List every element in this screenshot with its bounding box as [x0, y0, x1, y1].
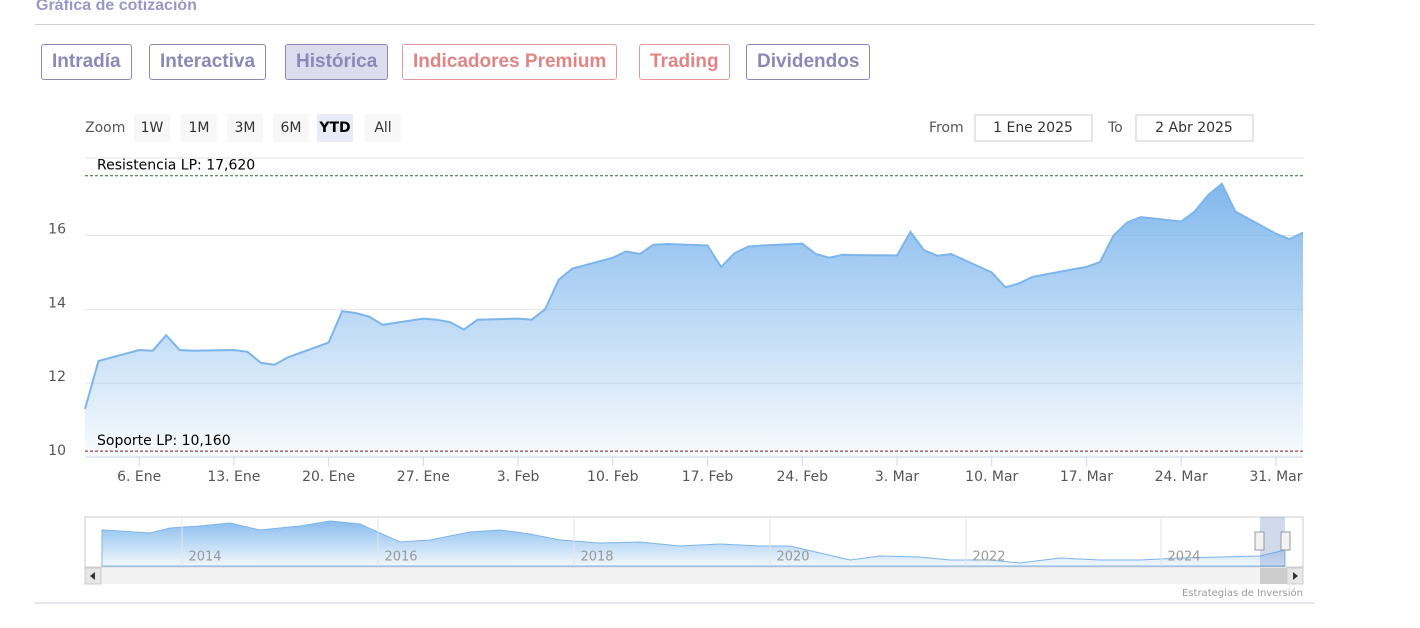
header-title: Gráfica de cotización [36, 0, 197, 14]
zoom-button-label[interactable]: 1M [189, 120, 210, 136]
zoom-button-label[interactable]: All [374, 120, 391, 136]
navigator-handle[interactable] [1280, 531, 1291, 551]
tab[interactable]: Trading [639, 44, 730, 80]
area-fill [85, 183, 1303, 458]
navigator-series [101, 520, 1286, 567]
to-label: To [1107, 120, 1123, 136]
x-tick-label: 13. Ene [207, 469, 260, 485]
zoom-button[interactable] [317, 114, 353, 142]
divider [35, 24, 1315, 25]
y-tick-label: 10 [48, 443, 66, 459]
navigator-label: 2020 [776, 550, 809, 565]
x-tick-label: 17. Mar [1060, 469, 1113, 485]
credits: Estrategias de Inversión [1182, 587, 1303, 599]
x-tick-label: 24. Feb [777, 469, 829, 485]
x-tick-label: 31. Mar [1249, 469, 1302, 485]
navigator-label: 2022 [972, 550, 1005, 565]
to-value: 2 Abr 2025 [1155, 120, 1233, 136]
x-tick-label: 3. Feb [497, 469, 540, 485]
tab[interactable]: Indicadores Premium [402, 44, 618, 80]
navigator-label: 2014 [188, 550, 221, 565]
x-tick-label: 20. Ene [302, 469, 355, 485]
tab[interactable]: Intradía [41, 44, 132, 80]
plot-line-label: Soporte LP: 10,160 [97, 433, 231, 449]
x-tick-label: 3. Mar [875, 469, 919, 485]
y-tick-label: 16 [48, 222, 66, 238]
zoom-button[interactable] [273, 114, 309, 142]
tab[interactable]: Interactiva [149, 44, 267, 80]
zoom-button[interactable] [227, 114, 263, 142]
zoom-button-label[interactable]: YTD [318, 120, 350, 136]
navigator-frame [84, 516, 1304, 568]
y-tick-label: 14 [48, 295, 66, 311]
from-value: 1 Ene 2025 [993, 120, 1073, 136]
zoom-button[interactable] [365, 114, 401, 142]
zoom-button-label[interactable]: 1W [141, 120, 164, 136]
x-tick-label: 24. Mar [1155, 469, 1208, 485]
y-tick-label: 12 [48, 369, 66, 385]
from-input[interactable] [974, 114, 1093, 142]
zoom-button[interactable] [181, 114, 217, 142]
x-tick-label: 10. Mar [965, 469, 1018, 485]
x-tick-label: 10. Feb [587, 469, 639, 485]
navigator-label: 2018 [580, 550, 613, 565]
x-tick-label: 17. Feb [682, 469, 734, 485]
plot-line-label: Resistencia LP: 17,620 [97, 158, 255, 174]
navigator-label: 2024 [1167, 550, 1200, 565]
to-input[interactable] [1135, 114, 1254, 142]
area-line [84, 182, 1304, 410]
arrow-right [1293, 572, 1298, 580]
zoom-label: Zoom [85, 120, 125, 136]
scroll-thumb[interactable] [1260, 568, 1287, 584]
navigator-handle[interactable] [1254, 531, 1265, 551]
navigator-label: 2016 [384, 550, 417, 565]
zoom-button-label[interactable]: 3M [235, 120, 256, 136]
scrollbar[interactable] [85, 568, 1303, 584]
x-tick-label: 27. Ene [397, 469, 450, 485]
zoom-button[interactable] [134, 114, 170, 142]
from-label: From [929, 120, 964, 136]
zoom-button-label[interactable]: 6M [281, 120, 302, 136]
arrow-left [90, 572, 95, 580]
tab[interactable]: Histórica [285, 44, 389, 80]
tab[interactable]: Dividendos [746, 44, 871, 80]
x-tick-label: 6. Ene [117, 469, 161, 485]
